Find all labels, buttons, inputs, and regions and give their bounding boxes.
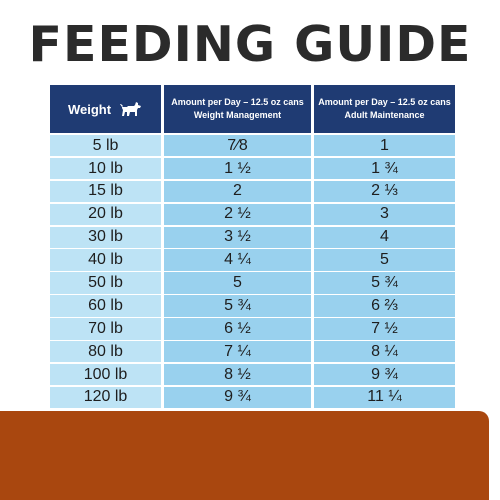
weight-cell: 50 lb — [50, 272, 161, 294]
adult-maintenance-cell: 5 ¾ — [314, 272, 455, 294]
weight-management-cell: 7 ¼ — [164, 341, 311, 363]
header-weight-management: Amount per Day – 12.5 oz cans Weight Man… — [164, 85, 311, 133]
weight-cell: 15 lb — [50, 180, 161, 203]
adult-maintenance-cell: 4 — [314, 226, 455, 248]
header-weight-label: Weight — [67, 101, 112, 117]
weight-management-cell: 1 ½ — [164, 157, 311, 180]
header-col3-line2: Adult Maintenance — [344, 110, 425, 120]
weight-management-cell: 4 ¼ — [164, 249, 311, 271]
adult-maintenance-cell: 9 ¾ — [314, 363, 455, 386]
table-row: 15 lb 2 2 ⅓ — [50, 180, 455, 203]
header-col2-line1: Amount per Day – 12.5 oz cans — [171, 97, 304, 107]
header-col3-line1: Amount per Day – 12.5 oz cans — [318, 97, 451, 107]
dog-icon — [120, 102, 142, 116]
page-title: FEEDING GUIDE — [28, 16, 472, 73]
table-header: Weight Amount per Day – 12.5 oz cans Wei… — [50, 85, 455, 133]
adult-maintenance-cell: 5 — [314, 249, 455, 271]
table-row: 5 lb 7⁄8 1 — [50, 135, 455, 157]
adult-maintenance-cell: 6 ⅔ — [314, 295, 455, 317]
adult-maintenance-cell: 2 ⅓ — [314, 180, 455, 203]
table-row: 120 lb 9 ¾ 11 ¼ — [50, 386, 455, 409]
header-col2-line2: Weight Management — [193, 110, 282, 120]
adult-maintenance-cell: 1 ¾ — [314, 157, 455, 180]
weight-management-cell: 5 — [164, 272, 311, 294]
feeding-table: Weight Amount per Day – 12.5 oz cans Wei… — [50, 85, 455, 409]
adult-maintenance-cell: 3 — [314, 203, 455, 226]
weight-cell: 80 lb — [50, 341, 161, 363]
adult-maintenance-cell: 8 ¼ — [314, 341, 455, 363]
adult-maintenance-cell: 11 ¼ — [314, 386, 455, 409]
weight-management-cell: 9 ¾ — [164, 386, 311, 409]
weight-cell: 60 lb — [50, 295, 161, 317]
weight-cell: 100 lb — [50, 363, 161, 386]
weight-management-cell: 7⁄8 — [164, 135, 311, 157]
weight-management-cell: 3 ½ — [164, 226, 311, 248]
weight-cell: 10 lb — [50, 157, 161, 180]
adult-maintenance-cell: 1 — [314, 135, 455, 157]
weight-cell: 5 lb — [50, 135, 161, 157]
weight-management-cell: 2 — [164, 180, 311, 203]
table-row: 50 lb 5 5 ¾ — [50, 272, 455, 294]
adult-maintenance-cell: 7 ½ — [314, 318, 455, 340]
weight-management-cell: 2 ½ — [164, 203, 311, 226]
header-weight: Weight — [50, 85, 161, 133]
weight-cell: 70 lb — [50, 318, 161, 340]
weight-cell: 40 lb — [50, 249, 161, 271]
header-adult-maintenance: Amount per Day – 12.5 oz cans Adult Main… — [314, 85, 455, 133]
weight-management-cell: 5 ¾ — [164, 295, 311, 317]
weight-cell: 120 lb — [50, 386, 161, 409]
weight-management-cell: 8 ½ — [164, 363, 311, 386]
weight-management-cell: 6 ½ — [164, 318, 311, 340]
weight-cell: 30 lb — [50, 226, 161, 248]
weight-cell: 20 lb — [50, 203, 161, 226]
bottom-color-bar — [0, 411, 489, 500]
